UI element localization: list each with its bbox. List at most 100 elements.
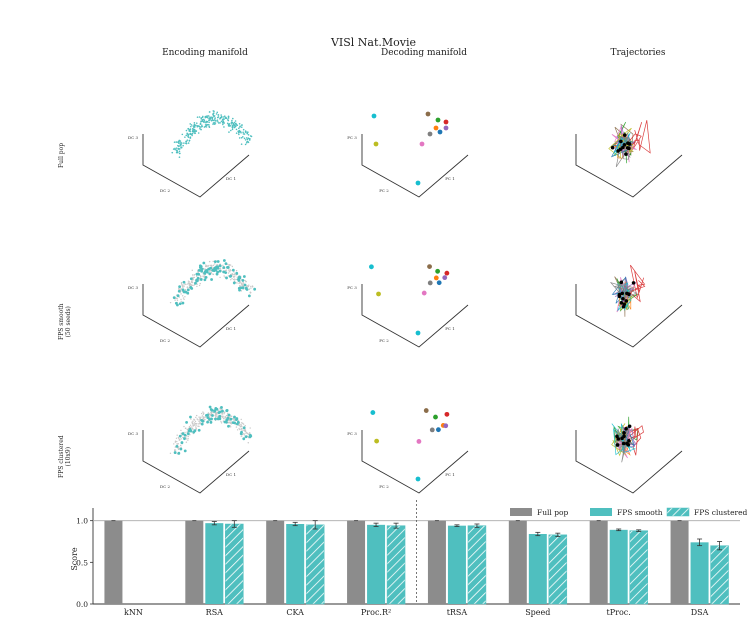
- encoding-point-bg: [192, 278, 195, 280]
- encoding-point-selected: [175, 444, 179, 448]
- trajectory-line: [628, 264, 646, 303]
- decoding-point: [444, 270, 450, 276]
- encoding-point: [171, 151, 174, 154]
- trajectory-node: [627, 438, 631, 443]
- encoding-point-selected: [182, 280, 186, 284]
- encoding-point: [228, 131, 230, 133]
- encoding-point-selected: [227, 413, 231, 417]
- encoding-point-selected: [225, 418, 229, 422]
- encoding-point: [243, 137, 246, 140]
- trajectory-node: [624, 427, 628, 431]
- encoding-point: [208, 111, 211, 113]
- encoding-point-bg: [184, 431, 186, 434]
- encoding-point-selected: [181, 301, 185, 305]
- bar: [690, 542, 709, 604]
- encoding-point-bg: [177, 436, 180, 439]
- encoding-point-selected: [189, 277, 193, 281]
- decoding-point: [415, 330, 421, 336]
- encoding-point-bg: [198, 425, 200, 428]
- encoding-point-bg: [231, 274, 234, 276]
- encoding-point: [200, 120, 203, 123]
- encoding-point: [189, 125, 192, 128]
- encoding-point-bg: [213, 263, 216, 265]
- encoding-point: [191, 134, 193, 137]
- x-tick-label: DSA: [691, 608, 709, 617]
- encoding-point-bg: [219, 276, 221, 279]
- encoding-point-bg: [183, 425, 185, 428]
- encoding-point-bg: [244, 279, 246, 282]
- encoding-point: [227, 117, 230, 119]
- encoding-point-bg: [236, 282, 238, 284]
- encoding-point-selected: [174, 301, 178, 305]
- encoding-point: [193, 126, 195, 129]
- x-tick-label: Proc.R²: [361, 608, 391, 617]
- encoding-point-bg: [240, 282, 242, 284]
- encoding-point-bg: [195, 426, 197, 428]
- encoding-point: [207, 115, 210, 117]
- encoding-point-bg: [184, 283, 186, 285]
- axis-label-x: PC 2: [379, 338, 389, 343]
- encoding-point: [247, 137, 250, 139]
- trajectory-line: [611, 423, 636, 456]
- decoding-point: [370, 410, 376, 415]
- encoding-point-bg: [220, 421, 222, 423]
- encoding-point-selected: [199, 278, 203, 281]
- axis-label-y: PC 1: [445, 176, 455, 181]
- encoding-point-bg: [233, 280, 236, 282]
- encoding-point-bg: [246, 285, 248, 287]
- encoding-point: [233, 126, 236, 129]
- encoding-point-selected: [237, 278, 240, 281]
- encoding-point: [231, 124, 234, 127]
- decoding-point: [415, 180, 421, 186]
- encoding-point: [185, 140, 187, 143]
- encoding-point-bg: [192, 424, 194, 426]
- encoding-point-bg: [223, 418, 225, 420]
- encoding-point-bg: [208, 260, 211, 263]
- encoding-point-bg: [189, 434, 191, 436]
- encoding-point: [223, 116, 225, 118]
- encoding-point-bg: [198, 420, 200, 423]
- encoding-point-selected: [210, 417, 213, 421]
- encoding-point: [241, 124, 243, 126]
- encoding-point-bg: [183, 298, 185, 301]
- encoding-point-selected: [236, 420, 240, 424]
- decoding-panel: PC 3 PC 2 PC 1: [347, 264, 469, 348]
- encoding-point-bg: [192, 276, 194, 279]
- bar: [367, 524, 386, 604]
- encoding-point-selected: [242, 275, 246, 278]
- encoding-point-bg: [222, 264, 224, 267]
- decoding-point: [437, 129, 443, 135]
- encoding-point: [178, 150, 181, 153]
- encoding-point-bg: [174, 299, 176, 301]
- encoding-point: [204, 116, 207, 119]
- encoding-point-selected: [232, 281, 236, 285]
- encoding-point-selected: [186, 432, 190, 436]
- encoding-point-bg: [220, 422, 223, 424]
- axis-label-y: PC 1: [445, 326, 455, 331]
- encoding-point-selected: [200, 269, 203, 273]
- encoding-point-bg: [182, 297, 185, 299]
- encoding-point-bg: [231, 278, 233, 280]
- encoding-point-bg: [223, 413, 225, 415]
- trajectory-node: [624, 299, 629, 303]
- encoding-point: [213, 115, 215, 118]
- encoding-point-selected: [209, 266, 212, 270]
- encoding-point: [222, 119, 224, 122]
- encoding-point: [227, 115, 230, 118]
- encoding-point: [206, 121, 208, 123]
- encoding-point-selected: [202, 261, 206, 265]
- encoding-point-selected: [179, 447, 183, 451]
- encoding-point-selected: [228, 274, 232, 278]
- x-tick-label: CKA: [286, 608, 304, 617]
- encoding-point: [178, 156, 181, 158]
- encoding-point-selected: [221, 409, 224, 413]
- encoding-point-selected: [233, 415, 236, 419]
- encoding-point-bg: [188, 425, 191, 428]
- encoding-point-bg: [215, 412, 217, 414]
- encoding-point: [184, 136, 186, 138]
- encoding-point-selected: [208, 272, 212, 276]
- encoding-point-bg: [187, 435, 189, 438]
- encoding-point-bg: [240, 290, 243, 292]
- encoding-point-bg: [195, 275, 198, 277]
- decoding-point: [435, 117, 441, 123]
